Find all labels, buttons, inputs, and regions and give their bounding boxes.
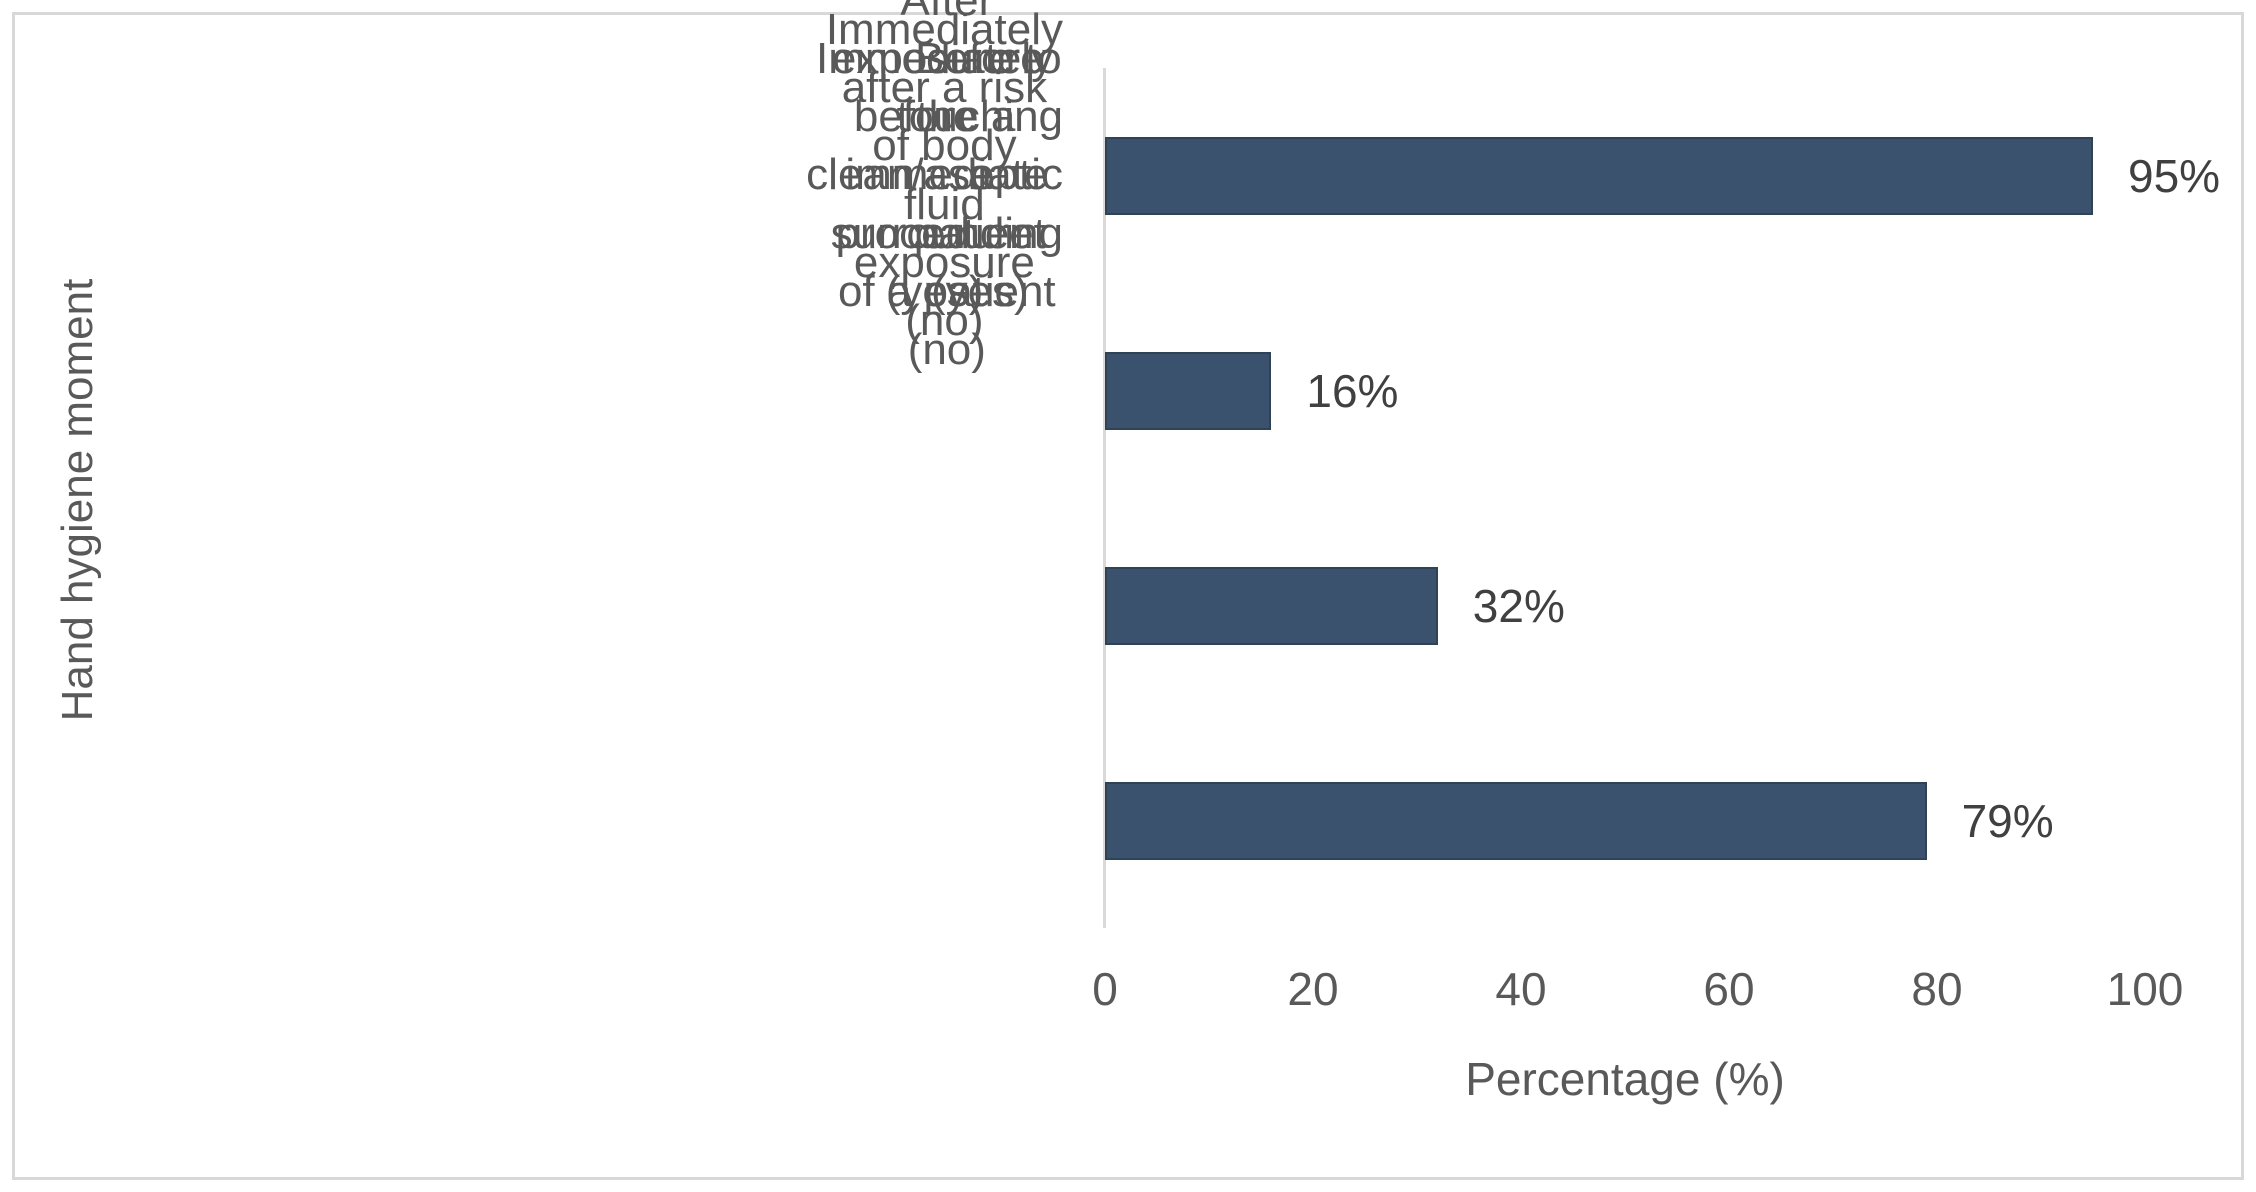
x-axis-title: Percentage (%): [1465, 1053, 1785, 1105]
bar-row: 95%: [1105, 68, 2220, 283]
category-label-text: Immediately after a risk of body fluid e…: [825, 5, 1063, 345]
x-axis-tick-label: 0: [1092, 963, 1118, 1015]
data-label: 79%: [1961, 794, 2054, 847]
y-axis-line: [1103, 68, 1106, 928]
x-axis-tick-label: 20: [1287, 963, 1339, 1015]
category-label: Immediately before a clean/aseptic proce…: [806, 34, 1063, 315]
bar-row: 32%: [1105, 498, 2145, 713]
x-axis-tick-label: 100: [2106, 963, 2184, 1015]
bar-before-touching-patient: [1105, 136, 2093, 215]
bar-after-exposure-surrounding: [1105, 351, 1272, 430]
bar-row: 79%: [1105, 713, 2145, 928]
x-axis-tick-label: 80: [1911, 963, 1963, 1015]
category-label: Immediately after a risk of body fluid e…: [826, 5, 1063, 344]
data-label: 16%: [1306, 364, 1399, 417]
category-label-text: After exposure to the immediate surround…: [830, 0, 1063, 374]
chart-outer-border: [12, 12, 2244, 1180]
y-axis-title: Hand hygiene moment: [53, 278, 102, 722]
x-axis-tick-label: 40: [1495, 963, 1547, 1015]
category-label-text: Immediately before a clean/aseptic proce…: [806, 34, 1063, 316]
x-axis-tick-label: 60: [1703, 963, 1755, 1015]
data-label: 32%: [1472, 579, 1565, 632]
bar-before-clean-aseptic-procedure: [1105, 781, 1927, 860]
bar-row: 16%: [1105, 283, 2145, 498]
bar-after-body-fluid-exposure: [1105, 566, 1438, 645]
plot-area: 16% 32% 79% 95% After exposure to the im…: [806, 0, 2220, 928]
category-label-text: Before touching a patient (yes): [896, 34, 1064, 316]
data-label: 95%: [2128, 149, 2221, 202]
category-label: After exposure to the immediate surround…: [831, 0, 1063, 374]
category-label: Before touching a patient (yes): [897, 34, 1063, 315]
